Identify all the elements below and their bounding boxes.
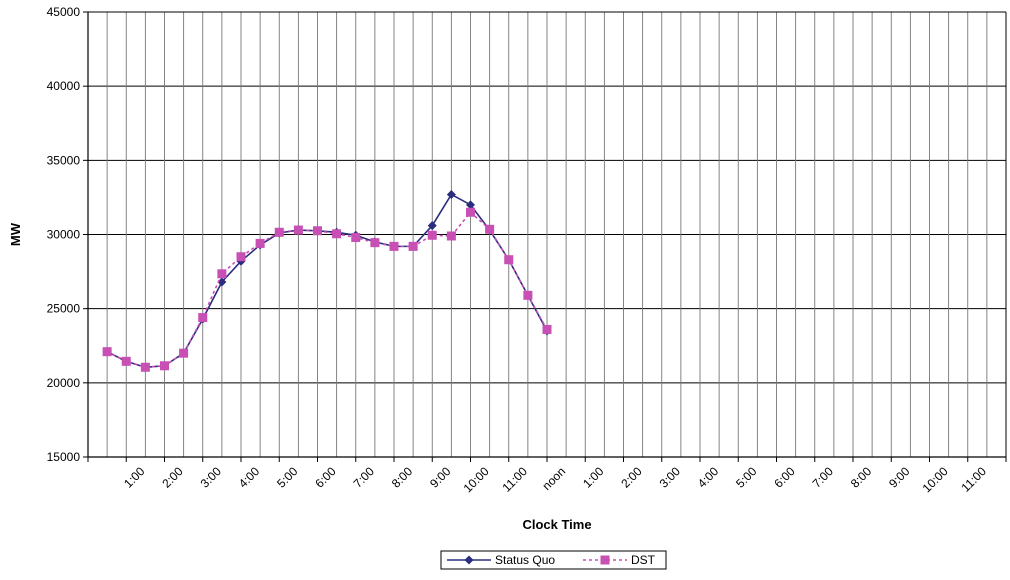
data-point [274,227,284,237]
x-tick-label: 9:00 [886,464,913,491]
data-point [464,555,474,565]
grid [88,11,1006,458]
y-tick-label: 40000 [47,79,81,93]
data-point [485,224,495,234]
data-point [427,230,437,240]
data-point [160,361,169,371]
y-tick-label: 35000 [47,153,81,167]
x-tick-label: 5:00 [274,464,301,491]
data-point [542,324,552,334]
x-tick-label: 6:00 [771,464,798,491]
y-tick-label: 45000 [47,5,81,19]
x-tick-label: 3:00 [657,464,684,491]
x-tick-label: 5:00 [733,464,760,491]
x-tick-label: 1:00 [580,464,607,491]
data-point [293,225,303,235]
data-point [446,231,456,241]
y-axis-title: MW [8,222,23,246]
legend-label: DST [631,553,656,567]
x-tick-label: 2:00 [159,464,186,491]
data-point [217,269,227,279]
x-axis-title: Clock Time [522,517,591,532]
y-tick-label: 15000 [47,450,81,464]
x-tick-label: 11:00 [958,464,989,495]
x-tick-label: 7:00 [810,464,837,491]
data-point [179,348,189,358]
y-tick-label: 30000 [47,228,81,242]
data-point [236,252,246,262]
data-point [446,189,456,199]
x-tick-label: 9:00 [427,464,454,491]
data-point [600,555,610,565]
data-point [121,356,131,366]
data-point [198,313,208,323]
data-point [140,362,150,372]
data-point [466,200,475,210]
data-point [102,347,112,357]
data-point [370,238,380,248]
x-tick-label: 1:00 [121,464,148,491]
x-tick-label: 4:00 [695,464,722,491]
legend: Status Quo DST [440,550,667,570]
data-point [255,238,265,248]
legend-label: Status Quo [495,553,555,567]
data-point [408,241,418,251]
x-tick-label: 10:00 [920,464,951,495]
x-tick-label: 6:00 [312,464,339,491]
y-tick-label: 25000 [47,302,81,316]
series [102,189,552,372]
x-tick-label: noon [539,464,568,493]
data-point [427,221,437,231]
data-point [217,277,227,287]
x-tick-label: 7:00 [351,464,378,491]
x-tick-label: 8:00 [848,464,875,491]
data-point [332,229,342,239]
x-tick-label: 3:00 [198,464,225,491]
x-tick-label: 11:00 [499,464,530,495]
series-line [106,193,548,369]
series-line [106,211,548,369]
x-tick-label: 4:00 [236,464,263,491]
data-point [466,207,475,217]
labels: MW Clock Time [8,222,592,532]
data-point [523,290,533,300]
data-point [351,232,361,242]
data-point [504,255,514,265]
data-point [313,226,322,236]
legend-box [440,550,667,570]
data-point [389,241,399,251]
axes: 15000 20000 25000 30000 35000 40000 45000 1:00 2… [47,5,1007,495]
x-tick-label: 10:00 [461,464,492,495]
x-tick-label: 2:00 [618,464,645,491]
y-tick-label: 20000 [47,376,81,390]
x-tick-label: 8:00 [389,464,416,491]
